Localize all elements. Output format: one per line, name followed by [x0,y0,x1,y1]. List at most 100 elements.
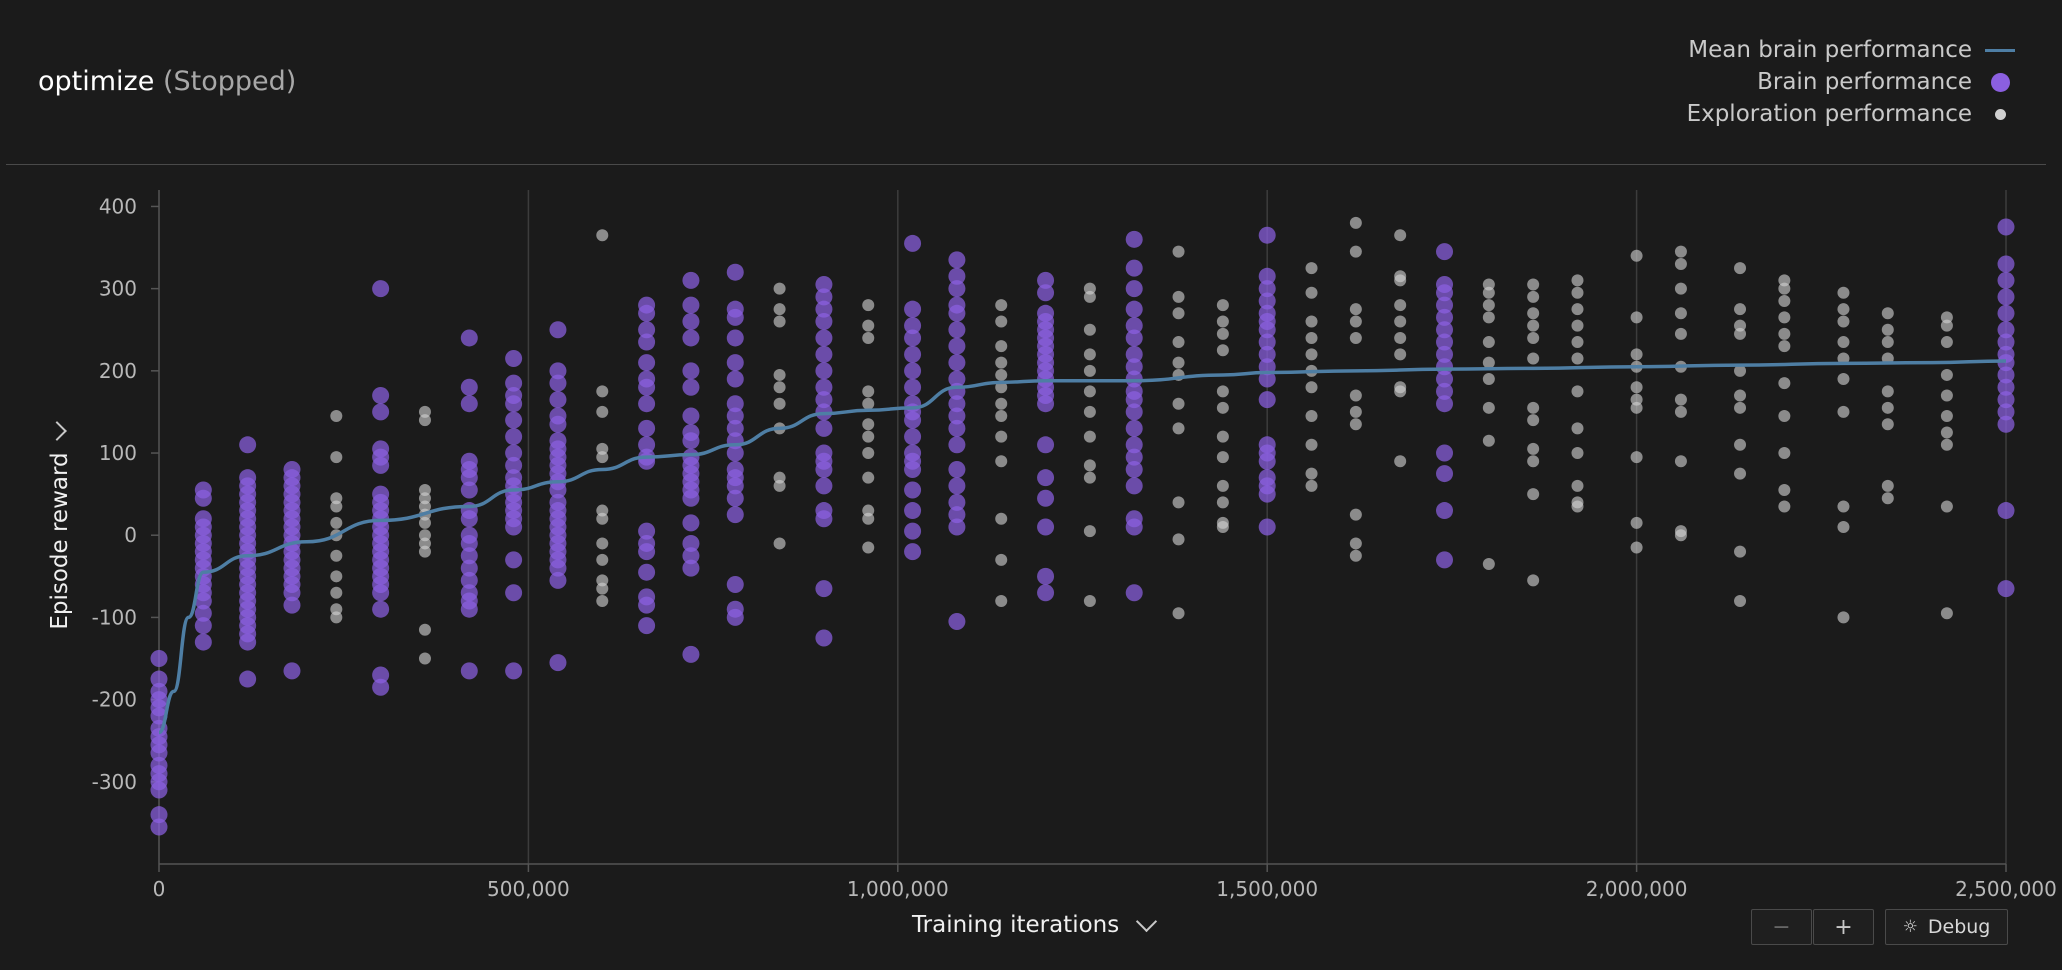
exploration-point [1881,418,1894,431]
exploration-point [995,594,1008,607]
debug-button[interactable]: ☼ Debug [1885,909,2008,945]
zoom-out-button[interactable]: − [1751,909,1812,945]
brain-point [1258,280,1276,298]
exploration-point [1349,537,1362,550]
exploration-point [1630,381,1643,394]
brain-point [726,395,744,413]
legend-item-mean[interactable]: Mean brain performance [1687,34,2016,66]
exploration-point [1349,508,1362,521]
exploration-point [1940,389,1953,402]
exploration-point [418,529,431,542]
exploration-point [1674,245,1687,258]
brain-point [283,596,301,614]
exploration-point [1305,286,1318,299]
brain-point [638,333,656,351]
brain-point [1125,403,1143,421]
brain-point [1125,391,1143,409]
brain-point [460,469,478,487]
brain-point [1997,333,2015,351]
brain-point [1125,230,1143,248]
brain-point [638,304,656,322]
exploration-point [1482,434,1495,447]
exploration-point [596,537,609,550]
exploration-point [1940,311,1953,324]
brain-point [948,493,966,511]
brain-point [194,617,212,635]
legend-item-brain[interactable]: Brain performance [1687,66,2016,98]
brain-point [726,354,744,372]
exploration-point [773,282,786,295]
exploration-point [330,611,343,624]
exploration-point [1527,307,1540,320]
exploration-point [1734,401,1747,414]
brain-point [1997,288,2015,306]
brain-point [505,411,523,429]
exploration-point [418,414,431,427]
exploration-point [596,574,609,587]
brain-point [638,543,656,561]
exploration-point [596,451,609,464]
brain-point [1037,284,1055,302]
brain-point [948,460,966,478]
brain-point [726,506,744,524]
brain-point [638,617,656,635]
exploration-point [1527,278,1540,291]
exploration-point [1734,594,1747,607]
zoom-in-button[interactable]: + [1813,909,1874,945]
exploration-point [995,315,1008,328]
exploration-point [1630,451,1643,464]
exploration-point [773,381,786,394]
brain-point [460,600,478,618]
brain-point [1125,436,1143,454]
brain-point [682,296,700,314]
exploration-point [1734,438,1747,451]
exploration-point [1083,471,1096,484]
y-tick-label: -100 [92,605,137,629]
brain-point [150,650,168,668]
brain-point [505,395,523,413]
brain-point [1436,502,1454,520]
exploration-point [1734,319,1747,332]
brain-point [549,481,567,499]
exploration-point [1305,262,1318,275]
brain-point [1258,333,1276,351]
brain-point [372,280,390,298]
exploration-point [1778,484,1791,497]
x-axis-selector[interactable]: Training iterations [912,910,1158,938]
exploration-point [1527,401,1540,414]
brain-point [815,300,833,318]
brain-point [549,571,567,589]
brain-point [1997,580,2015,598]
exploration-point [1216,521,1229,533]
brain-point [904,481,922,499]
performance-chart[interactable]: 400 300 200 100 0 -100 -200 -300 0 500,000 1,000,… [0,166,2062,966]
brain-point [904,411,922,429]
y-axis-label[interactable]: Episode reward [47,452,73,630]
exploration-point [1394,299,1407,312]
exploration-point [1571,500,1584,513]
exploration-point [330,492,343,505]
exploration-point [1482,356,1495,369]
brain-point [726,608,744,626]
brain-point [549,362,567,380]
exploration-point [1216,344,1229,357]
brain-point [1436,370,1454,388]
legend-item-exploration[interactable]: Exploration performance [1687,98,2016,130]
brain-point [726,407,744,425]
brain-point [1037,436,1055,454]
brain-point [815,477,833,495]
exploration-point [1881,307,1894,320]
exploration-point [1571,286,1584,299]
exploration-point [1571,336,1584,349]
brain-point [1037,584,1055,602]
exploration-point [1083,430,1096,443]
small-dot-swatch-icon [1994,108,2006,120]
exploration-point [1527,442,1540,455]
exploration-point [1571,352,1584,365]
brain-point [372,456,390,474]
exploration-point [418,516,431,529]
run-status: (Stopped) [162,66,297,97]
exploration-point [1674,455,1687,468]
brain-point [682,378,700,396]
brain-point [239,436,257,454]
